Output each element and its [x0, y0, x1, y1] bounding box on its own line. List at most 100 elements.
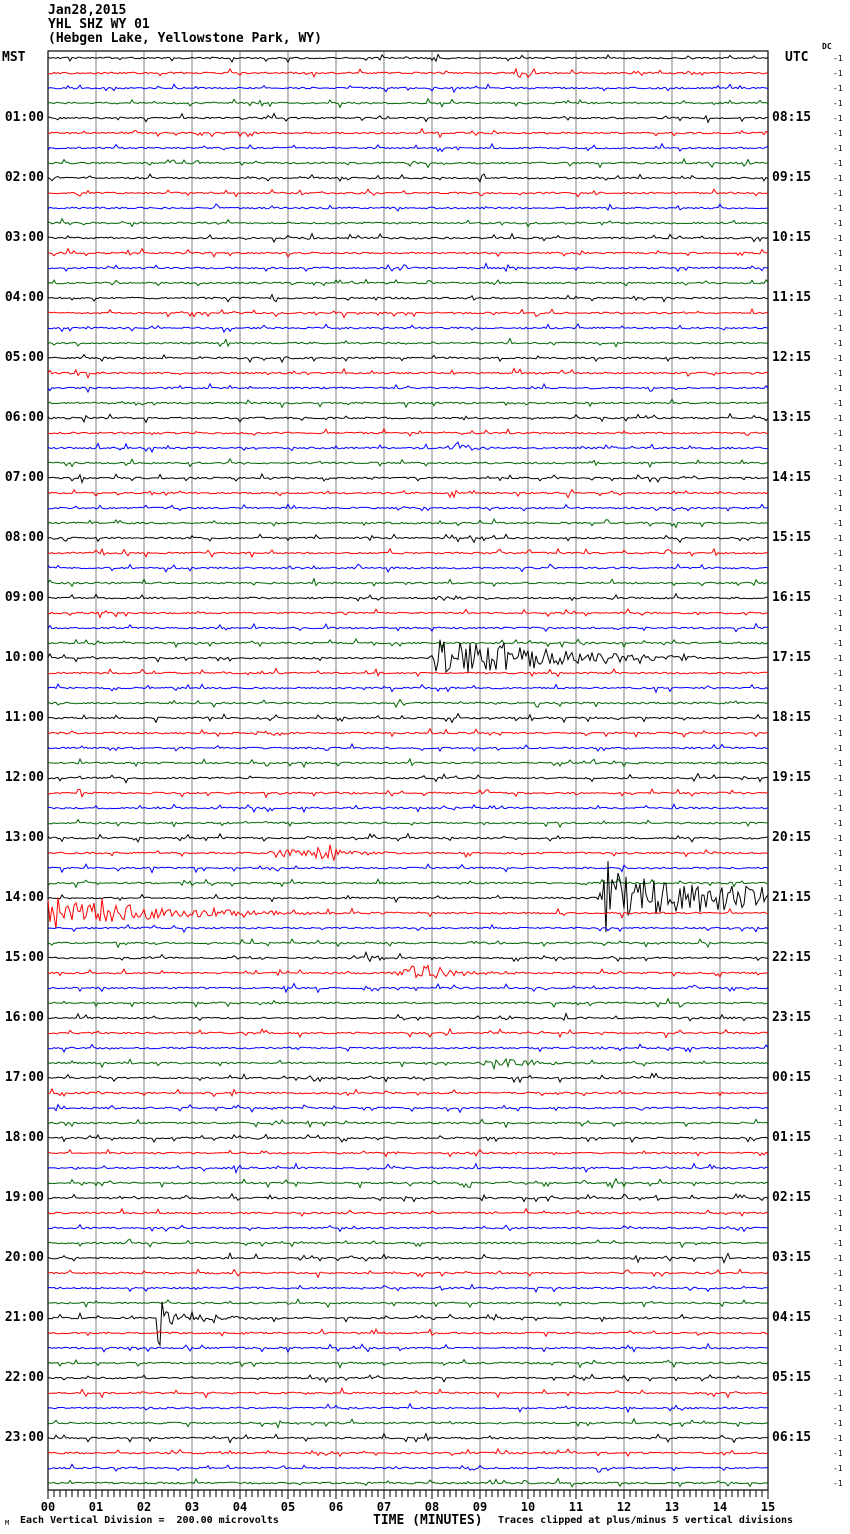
mst-hour-label: 04:00 [4, 290, 44, 305]
dc-offset-value: -1 [833, 1134, 843, 1143]
utc-hour-label: 15:15 [772, 530, 812, 545]
seismo-trace-row [47, 458, 769, 469]
seismo-trace-row [48, 1477, 769, 1488]
dc-offset-value: -1 [833, 69, 843, 78]
seismo-trace-row [47, 1043, 769, 1054]
seismo-trace-row [48, 950, 769, 963]
dc-offset-value: -1 [833, 1254, 843, 1263]
utc-hour-label: 02:15 [772, 1190, 812, 1205]
title-location: (Hebgen Lake, Yellowstone Park, WY) [48, 31, 322, 46]
dc-offset-value: -1 [833, 879, 843, 888]
seismo-trace-row [47, 441, 768, 454]
dc-offset-value: -1 [833, 1419, 843, 1428]
mst-hour-label: 15:00 [4, 950, 44, 965]
dc-offset-value: -1 [833, 1029, 843, 1038]
dc-offset-value: -1 [833, 729, 843, 738]
dc-offset-value: -1 [833, 84, 843, 93]
dc-offset-value: -1 [833, 54, 843, 63]
minute-tick-label: 14 [712, 1500, 728, 1514]
seismo-trace-row [48, 188, 769, 198]
mst-hour-label: 06:00 [4, 410, 44, 425]
dc-offset-value: -1 [833, 549, 843, 558]
seismo-trace-row [47, 1283, 769, 1293]
seismo-trace-row [47, 382, 769, 394]
right-timezone-label: UTC [785, 50, 809, 65]
seismo-trace-row [47, 1301, 768, 1347]
minute-tick-label: 01 [88, 1500, 104, 1514]
minute-tick-label: 08 [424, 1500, 440, 1514]
mst-hour-label: 21:00 [4, 1310, 44, 1325]
dc-offset-value: -1 [833, 1269, 843, 1278]
dc-offset-value: -1 [833, 609, 843, 618]
seismo-trace-row [47, 367, 769, 379]
seismo-trace-row [47, 1223, 769, 1233]
dc-offset-value: -1 [833, 789, 843, 798]
seismo-trace-row [47, 1342, 769, 1354]
mst-hour-label: 19:00 [4, 1190, 44, 1205]
utc-hour-label: 21:15 [772, 890, 812, 905]
utc-hour-label: 03:15 [772, 1250, 812, 1265]
dc-offset-value: -1 [833, 204, 843, 213]
dc-offset-header: DC [822, 42, 832, 51]
dc-offset-value: -1 [833, 759, 843, 768]
seismo-trace-row [47, 97, 769, 109]
seismo-trace-row [47, 112, 768, 124]
seismo-trace-row [47, 712, 769, 724]
mst-hour-label: 22:00 [4, 1370, 44, 1385]
dc-offset-value: -1 [833, 159, 843, 168]
seismo-trace-row [47, 863, 769, 874]
xaxis-label: TIME (MINUTES) [373, 1513, 483, 1528]
dc-offset-value: -1 [833, 249, 843, 258]
dc-offset-value: -1 [833, 1194, 843, 1203]
seismo-trace-row [47, 923, 769, 934]
dc-offset-value: -1 [833, 804, 843, 813]
seismo-trace-row [47, 1386, 769, 1399]
seismo-trace-row [47, 83, 769, 94]
dc-offset-value: -1 [833, 489, 843, 498]
mst-hour-label: 23:00 [4, 1430, 44, 1445]
minute-tick-label: 05 [280, 1500, 296, 1514]
seismo-trace-row [47, 322, 769, 334]
seismo-trace-row [47, 503, 768, 512]
seismo-trace-row [47, 742, 768, 752]
dc-offset-value: -1 [833, 339, 843, 348]
mst-hour-label: 09:00 [4, 590, 44, 605]
seismo-trace-row [47, 353, 769, 364]
dc-offset-value: -1 [833, 1014, 843, 1023]
dc-offset-value: -1 [833, 1404, 843, 1413]
seismo-trace-row [48, 1268, 769, 1279]
dc-offset-value: -1 [833, 1299, 843, 1308]
utc-hour-label: 23:15 [772, 1010, 812, 1025]
utc-hour-label: 06:15 [772, 1430, 812, 1445]
seismo-trace-row [47, 472, 769, 485]
seismo-trace-row [48, 592, 769, 602]
seismo-trace-row [47, 397, 769, 409]
utc-hour-label: 20:15 [772, 830, 812, 845]
dc-offset-value: -1 [833, 819, 843, 828]
minute-tick-label: 02 [136, 1500, 152, 1514]
dc-offset-value: -1 [833, 1044, 843, 1053]
utc-hour-label: 18:15 [772, 710, 812, 725]
seismo-trace-row [47, 1298, 769, 1309]
dc-offset-value: -1 [833, 1089, 843, 1098]
seismo-trace-row [47, 1118, 769, 1129]
dc-offset-value: -1 [833, 564, 843, 573]
mst-hour-label: 02:00 [4, 170, 44, 185]
minute-tick-label: 03 [184, 1500, 200, 1514]
utc-hour-label: 14:15 [772, 470, 812, 485]
seismo-trace-row [47, 1133, 769, 1144]
seismo-trace-row [47, 698, 769, 709]
minute-tick-label: 11 [568, 1500, 584, 1514]
seismo-trace-row [47, 877, 769, 889]
seismo-trace-row [47, 1402, 769, 1414]
dc-offset-value: -1 [833, 984, 843, 993]
utc-hour-label: 08:15 [772, 110, 812, 125]
seismo-trace-row [47, 533, 769, 544]
dc-offset-value: -1 [833, 669, 843, 678]
seismo-trace-row [47, 217, 769, 228]
seismo-trace-row [47, 142, 769, 153]
dc-offset-value: -1 [833, 969, 843, 978]
corner-mark: M [5, 1519, 10, 1527]
mst-hour-label: 05:00 [4, 350, 44, 365]
